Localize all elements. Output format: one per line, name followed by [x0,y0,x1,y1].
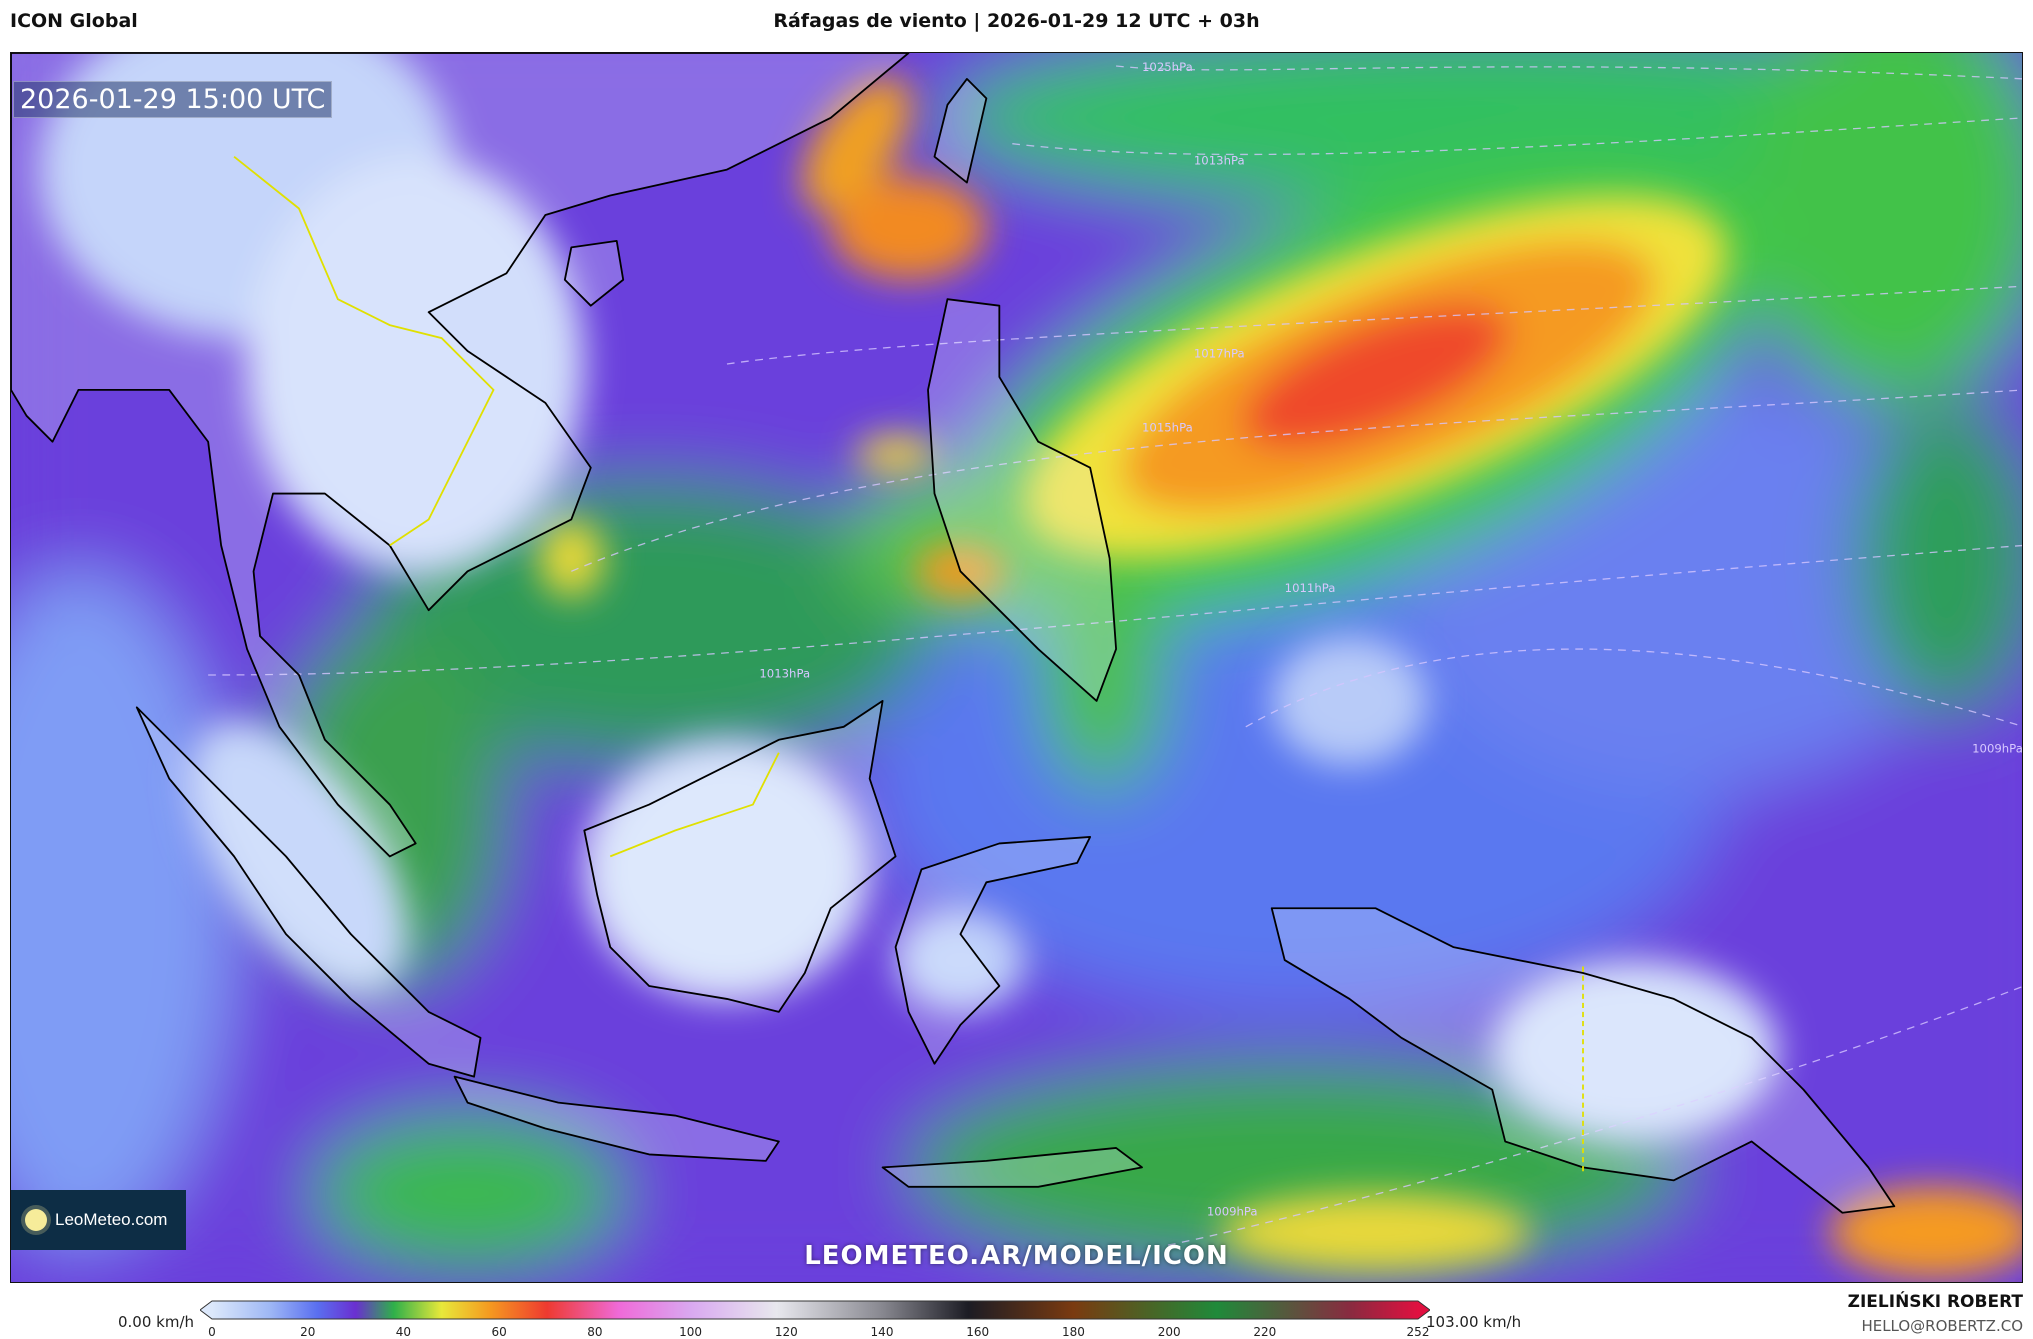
sulawesi [894,836,1092,1065]
model-name: ICON Global [10,10,138,32]
borders [233,155,1584,1174]
sumatra [135,706,482,1078]
isobar-label: 1009hPa [1207,1204,1258,1218]
isobar-label: 1013hPa [1194,153,1245,167]
isobars [208,65,2022,1246]
chart-title: Ráfagas de viento | 2026-01-29 12 UTC + … [773,10,1260,32]
colorbar-gradient [200,1300,1430,1320]
mainland-asia [11,53,910,858]
borneo [583,699,897,1013]
wind-core [39,53,2022,1278]
colorbar-tick-label: 140 [870,1325,894,1339]
lesser-sunda [881,1147,1143,1188]
taiwan [933,78,988,184]
colorbar-tick-label: 40 [395,1325,412,1339]
java [453,1075,780,1162]
colorbar-min-label: 0.00 km/h [118,1313,195,1331]
colorbar-tick-label: 20 [300,1325,316,1339]
colorbar [200,1300,1430,1320]
colorbar-tick-label: 252 [1406,1325,1430,1339]
valid-time-label: 2026-01-29 15:00 UTC [13,81,333,118]
isobar-label: 1011hPa [1285,581,1336,595]
colorbar-tick-label: 200 [1157,1325,1181,1339]
wind-gust-map[interactable]: 1025hPa 1013hPa 1017hPa 1015hPa 1013hPa … [10,52,2023,1283]
leometeo-logo[interactable]: LeoMeteo.com [11,1190,186,1250]
philippines [927,298,1117,702]
hainan [563,239,625,307]
isobar-label: 1025hPa [1142,60,1193,74]
colorbar-tick-label: 220 [1253,1325,1277,1339]
colorbar-tick-label: 100 [679,1325,703,1339]
wind-field: 1025hPa 1013hPa 1017hPa 1015hPa 1013hPa … [11,53,2023,1282]
colorbar-tick-label: 0 [208,1325,216,1339]
author-email[interactable]: HELLO@ROBERTZ.CO [1861,1317,2023,1335]
colorbar-max-label: 103.00 km/h [1426,1313,1522,1331]
isobar-label: 1009hPa [1972,742,2023,756]
colorbar-tick-label: 60 [491,1325,507,1339]
author-name: ZIELIŃSKI ROBERT [1847,1292,2023,1312]
colorbar-tick-label: 120 [774,1325,798,1339]
colorbar-tick-label: 180 [1061,1325,1085,1339]
logo-text: LeoMeteo.com [55,1210,168,1229]
colorbar-tick-label: 160 [966,1325,990,1339]
sun-icon [25,1209,47,1231]
isobar-label: 1017hPa [1194,347,1245,361]
colorbar-tick-label: 80 [587,1325,603,1339]
isobar-label: 1015hPa [1142,420,1193,434]
isobar-label: 1013hPa [759,667,810,681]
watermark-url: LEOMETEO.AR/MODEL/ICON [804,1241,1229,1271]
